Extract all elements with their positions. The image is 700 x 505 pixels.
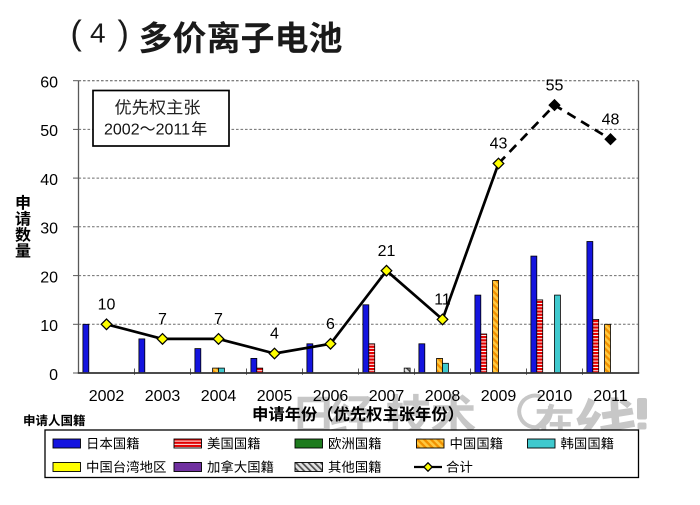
svg-text:): ) xyxy=(118,15,129,53)
svg-text:0: 0 xyxy=(49,367,58,384)
svg-text:10: 10 xyxy=(40,318,58,335)
svg-text:48: 48 xyxy=(602,111,620,128)
svg-text:30: 30 xyxy=(40,221,58,238)
svg-text:21: 21 xyxy=(378,243,396,260)
svg-text:2002: 2002 xyxy=(89,388,125,405)
svg-text:50: 50 xyxy=(40,123,58,140)
svg-text:11: 11 xyxy=(434,292,451,309)
svg-text:2011: 2011 xyxy=(156,122,191,139)
svg-text:60: 60 xyxy=(40,75,58,92)
svg-text:2011: 2011 xyxy=(593,388,628,405)
svg-text:2010: 2010 xyxy=(537,388,573,405)
svg-text:7: 7 xyxy=(158,311,167,328)
svg-text:(: ( xyxy=(71,15,83,53)
svg-text:2009: 2009 xyxy=(481,388,517,405)
svg-text:7: 7 xyxy=(214,311,223,328)
svg-text:40: 40 xyxy=(40,172,58,189)
svg-text:2008: 2008 xyxy=(425,388,461,405)
svg-text:43: 43 xyxy=(490,136,508,153)
svg-text:2004: 2004 xyxy=(201,388,237,405)
svg-text:2002: 2002 xyxy=(104,122,140,139)
svg-text:4: 4 xyxy=(270,326,279,343)
svg-text:55: 55 xyxy=(546,77,564,94)
svg-text:2005: 2005 xyxy=(257,388,293,405)
svg-text:2003: 2003 xyxy=(145,388,181,405)
svg-text:20: 20 xyxy=(40,269,58,286)
svg-text:2006: 2006 xyxy=(313,388,349,405)
svg-text:2007: 2007 xyxy=(369,388,405,405)
svg-text:6: 6 xyxy=(326,316,335,333)
svg-text:4: 4 xyxy=(90,17,106,48)
svg-text:10: 10 xyxy=(98,297,116,314)
